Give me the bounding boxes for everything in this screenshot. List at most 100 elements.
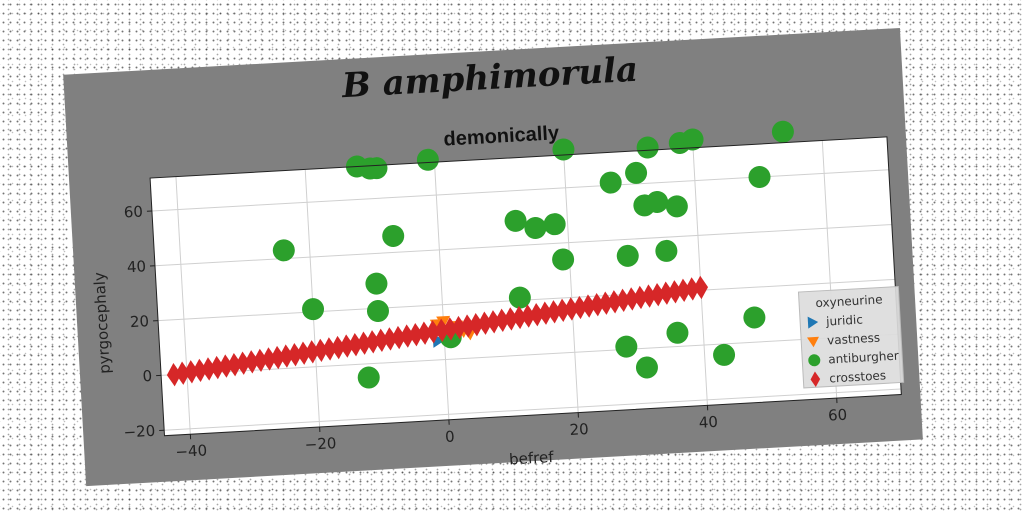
crosstoes-point bbox=[503, 307, 519, 331]
antiburgher-point bbox=[635, 356, 658, 379]
x-tick-label: 20 bbox=[569, 420, 589, 439]
y-tick-label: 20 bbox=[130, 312, 150, 331]
crosstoes-point bbox=[469, 312, 484, 337]
x-grid-line bbox=[175, 176, 191, 435]
crosstoes-point bbox=[374, 328, 389, 353]
legend-marker-crosstoes bbox=[810, 371, 821, 388]
crosstoes-point bbox=[253, 348, 268, 373]
crosstoes-point bbox=[667, 280, 683, 304]
antiburgher-point bbox=[365, 272, 388, 295]
x-tick-label: 0 bbox=[445, 427, 456, 446]
crosstoes-point bbox=[356, 331, 372, 355]
crosstoes-point bbox=[685, 277, 700, 301]
crosstoes-point bbox=[244, 350, 259, 374]
crosstoes-point bbox=[590, 292, 605, 317]
antiburgher-point bbox=[771, 120, 794, 143]
crosstoes-point bbox=[633, 285, 648, 310]
crosstoes-point bbox=[486, 310, 501, 334]
crosstoes-point bbox=[322, 337, 337, 361]
antiburgher-point bbox=[302, 298, 325, 321]
crosstoes-point bbox=[659, 281, 674, 305]
antiburgher-point bbox=[655, 239, 678, 262]
x-tick-label: 40 bbox=[698, 413, 718, 432]
crosstoes-point bbox=[434, 318, 449, 343]
crosstoes-point bbox=[520, 304, 536, 328]
crosstoes-point bbox=[235, 351, 251, 375]
crosstoes-point bbox=[615, 288, 631, 313]
antiburgher-point bbox=[616, 244, 639, 267]
x-tick-label: −20 bbox=[304, 434, 337, 454]
crosstoes-point bbox=[676, 278, 691, 303]
y-grid-line bbox=[164, 388, 902, 431]
antiburgher-point bbox=[543, 213, 566, 236]
antiburgher-point bbox=[666, 321, 689, 344]
x-grid-line bbox=[563, 154, 579, 413]
legend-label-crosstoes: crosstoes bbox=[829, 368, 886, 385]
antiburgher-point bbox=[625, 161, 648, 184]
crosstoes-point bbox=[443, 317, 458, 341]
legend-label-vastness: vastness bbox=[827, 331, 881, 348]
crosstoes-point bbox=[184, 360, 199, 384]
x-grid-line bbox=[433, 162, 450, 420]
antiburgher-point bbox=[366, 300, 389, 323]
crosstoes-point bbox=[400, 324, 415, 348]
crosstoes-point bbox=[460, 314, 475, 338]
y-tick-label: 40 bbox=[126, 257, 146, 276]
crosstoes-point bbox=[261, 347, 277, 371]
crosstoes-point bbox=[495, 308, 510, 333]
crosstoes-point bbox=[477, 311, 493, 335]
antiburgher-point bbox=[748, 165, 771, 188]
crosstoes-point bbox=[270, 345, 285, 370]
crosstoes-point bbox=[607, 290, 622, 314]
crosstoes-point bbox=[218, 354, 234, 378]
crosstoes-point bbox=[279, 344, 294, 368]
crosstoes-point bbox=[305, 340, 320, 364]
antiburgher-point bbox=[524, 217, 547, 240]
y-tick-label: −20 bbox=[123, 422, 156, 442]
crosstoes-point bbox=[227, 352, 242, 377]
crosstoes-point bbox=[296, 341, 311, 365]
crosstoes-point bbox=[451, 315, 467, 340]
antiburgher-point bbox=[646, 190, 669, 213]
antiburgher-point bbox=[508, 286, 531, 309]
antiburgher-point bbox=[599, 171, 622, 194]
crosstoes-point bbox=[330, 335, 346, 360]
y-grid-line bbox=[161, 333, 898, 376]
crosstoes-point bbox=[287, 342, 303, 367]
legend-title: oxyneurine bbox=[815, 292, 883, 310]
plot-area bbox=[150, 136, 902, 436]
crosstoes-point bbox=[210, 355, 225, 380]
crosstoes-point bbox=[166, 362, 182, 387]
antiburgher-point bbox=[365, 157, 388, 180]
y-tick-label: 60 bbox=[123, 202, 143, 221]
crosstoes-point bbox=[192, 358, 208, 383]
antiburgher-point bbox=[552, 248, 575, 271]
crosstoes-point bbox=[581, 294, 596, 318]
crosstoes-point bbox=[365, 330, 380, 354]
crosstoes-point bbox=[546, 300, 562, 324]
crosstoes-point bbox=[408, 322, 424, 347]
antiburgher-point bbox=[681, 128, 704, 151]
legend-label-antiburgher: antiburgher bbox=[828, 349, 899, 367]
antiburgher-point bbox=[357, 366, 380, 389]
crosstoes-point bbox=[564, 297, 579, 321]
crosstoes-point bbox=[693, 275, 709, 300]
plot-frame bbox=[149, 136, 902, 437]
crosstoes-point bbox=[175, 361, 190, 385]
crosstoes-point bbox=[624, 287, 639, 311]
legend: oxyneurine juridic vastnessantiburghercro… bbox=[797, 285, 905, 389]
legend-marker-antiburgher bbox=[808, 354, 821, 367]
antiburgher-point bbox=[272, 239, 295, 262]
antiburgher-point bbox=[665, 195, 688, 218]
crosstoes-point bbox=[382, 327, 398, 351]
antiburgher-point bbox=[382, 224, 405, 247]
crosstoes-point bbox=[348, 332, 363, 357]
x-tick-label: −40 bbox=[175, 441, 208, 461]
crosstoes-point bbox=[555, 298, 570, 323]
y-tick-label: 0 bbox=[142, 367, 153, 386]
crosstoes-point bbox=[598, 291, 614, 315]
crosstoes-point bbox=[201, 357, 216, 381]
y-axis-label: pyrgocephaly bbox=[90, 272, 114, 375]
legend-label-juridic: juridic bbox=[825, 313, 863, 329]
